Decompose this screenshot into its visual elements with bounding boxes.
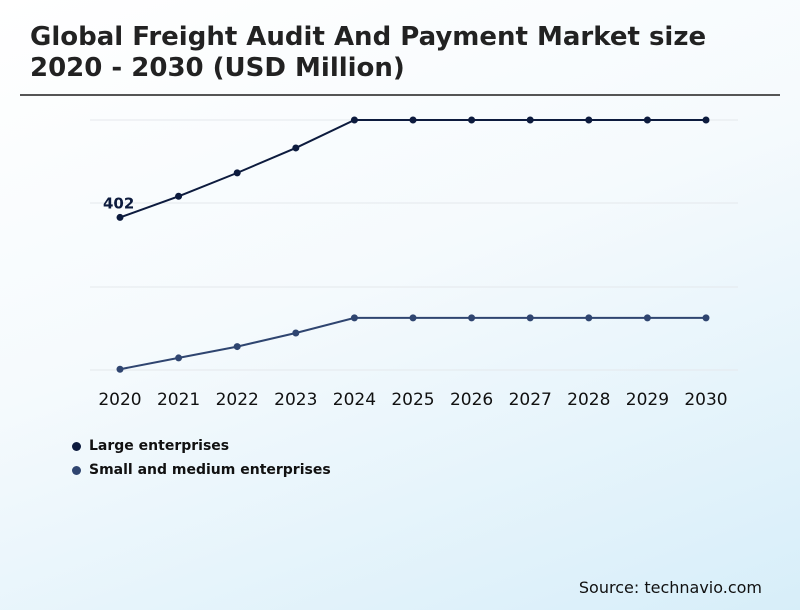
data-point-s1-2022 <box>233 343 241 351</box>
x-tick-label-2020: 2020 <box>98 390 141 410</box>
legend-label-large: Large enterprises <box>89 438 230 454</box>
data-point-s0-2027 <box>526 116 534 124</box>
series-line-1 <box>119 316 706 371</box>
data-point-s1-2030 <box>702 314 710 322</box>
data-point-s1-2020 <box>116 365 124 373</box>
data-point-s0-2028 <box>585 116 593 124</box>
x-tick-label-2026: 2026 <box>450 390 493 410</box>
title-divider <box>20 94 780 96</box>
data-label-0: 402 <box>103 194 134 212</box>
line-chart: 2020 2021 2022 2023 2024 2025 2026 2027 2028 2029… <box>90 116 738 410</box>
x-tick-label-2028: 2028 <box>567 390 610 410</box>
x-tick-label-2024: 2024 <box>333 390 376 410</box>
data-point-s0-2022 <box>233 169 241 177</box>
data-point-s1-2027 <box>526 314 534 322</box>
legend-marker-sme <box>72 465 81 475</box>
x-tick-label-2021: 2021 <box>157 390 200 410</box>
x-tick-label-2023: 2023 <box>274 390 317 410</box>
data-point-s0-2023 <box>292 144 300 152</box>
data-point-s0-2029 <box>643 116 651 124</box>
data-point-s1-2023 <box>292 329 300 337</box>
data-point-s0-2026 <box>468 116 476 124</box>
data-point-s0-2025 <box>409 116 417 124</box>
legend: Large enterprises Small and medium enter… <box>72 434 331 482</box>
chart-title: Global Freight Audit And Payment Market … <box>30 22 707 83</box>
x-tick-label-2022: 2022 <box>216 390 259 410</box>
data-point-s0-2020 <box>116 213 124 221</box>
data-point-s1-2024 <box>350 314 358 322</box>
data-point-s0-2021 <box>175 192 183 200</box>
x-tick-label-2029: 2029 <box>626 390 669 410</box>
data-point-s1-2021 <box>175 354 183 362</box>
legend-item-sme: Small and medium enterprises <box>72 458 331 482</box>
data-point-s1-2029 <box>643 314 651 322</box>
legend-marker-large <box>72 441 81 451</box>
data-point-s1-2026 <box>468 314 476 322</box>
x-tick-label-2027: 2027 <box>509 390 552 410</box>
data-point-s1-2025 <box>409 314 417 322</box>
x-tick-label-2025: 2025 <box>391 390 434 410</box>
x-tick-label-2030: 2030 <box>684 390 727 410</box>
data-point-s1-2028 <box>585 314 593 322</box>
data-point-s0-2024 <box>350 116 358 124</box>
data-point-s0-2030 <box>702 116 710 124</box>
legend-item-large: Large enterprises <box>72 434 331 458</box>
legend-label-sme: Small and medium enterprises <box>89 462 331 478</box>
source-credit: Source: technavio.com <box>578 578 762 597</box>
